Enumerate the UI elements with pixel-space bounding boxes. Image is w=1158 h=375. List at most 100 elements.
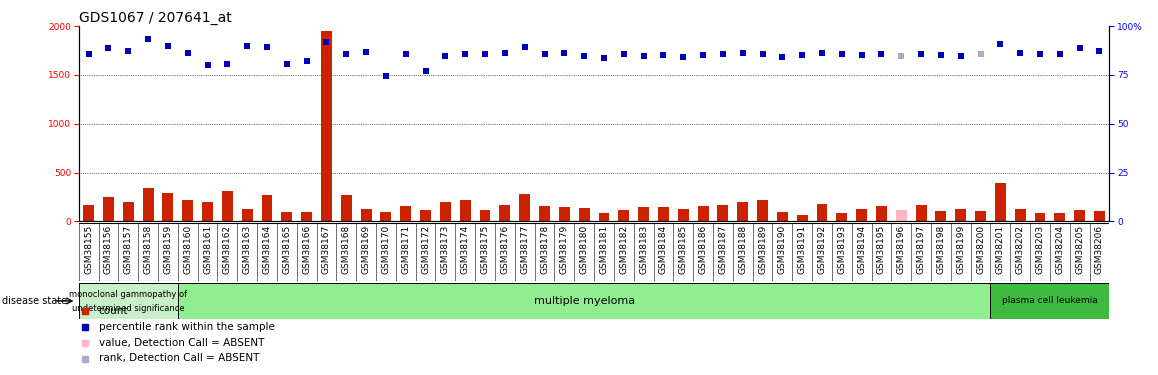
Text: GSM38167: GSM38167: [322, 225, 331, 274]
Text: GSM38185: GSM38185: [679, 225, 688, 274]
Text: percentile rank within the sample: percentile rank within the sample: [98, 322, 274, 332]
Bar: [955, 209, 966, 221]
Text: GSM38178: GSM38178: [540, 225, 549, 274]
Text: GSM38180: GSM38180: [580, 225, 588, 274]
Bar: [123, 202, 133, 221]
Text: GSM38173: GSM38173: [441, 225, 450, 274]
Text: GSM38199: GSM38199: [957, 225, 966, 274]
Bar: [420, 210, 431, 221]
Text: GSM38169: GSM38169: [361, 225, 371, 274]
Bar: [242, 209, 252, 221]
Bar: [79, 283, 178, 319]
Bar: [677, 209, 689, 221]
Bar: [479, 210, 491, 221]
Bar: [797, 215, 807, 221]
Text: GSM38197: GSM38197: [917, 225, 925, 274]
Bar: [281, 213, 292, 221]
Bar: [1075, 210, 1085, 221]
Text: GSM38177: GSM38177: [520, 225, 529, 274]
Text: GSM38166: GSM38166: [302, 225, 312, 274]
Bar: [916, 205, 926, 221]
Text: GSM38174: GSM38174: [461, 225, 470, 274]
Text: value, Detection Call = ABSENT: value, Detection Call = ABSENT: [98, 338, 264, 348]
Bar: [896, 210, 907, 221]
Text: GSM38193: GSM38193: [837, 225, 846, 274]
Text: GSM38175: GSM38175: [481, 225, 490, 274]
Text: GSM38192: GSM38192: [818, 225, 827, 274]
Text: multiple myeloma: multiple myeloma: [534, 296, 635, 306]
Bar: [401, 206, 411, 221]
Text: GSM38196: GSM38196: [896, 225, 906, 274]
Bar: [875, 206, 887, 221]
Text: GSM38155: GSM38155: [85, 225, 93, 274]
Text: rank, Detection Call = ABSENT: rank, Detection Call = ABSENT: [98, 354, 259, 363]
Bar: [697, 206, 709, 221]
Text: GSM38179: GSM38179: [559, 225, 569, 274]
Text: GSM38172: GSM38172: [422, 225, 430, 274]
Text: GSM38202: GSM38202: [1016, 225, 1025, 274]
Bar: [757, 200, 768, 221]
Text: GSM38176: GSM38176: [500, 225, 510, 274]
Bar: [1055, 213, 1065, 221]
Text: GSM38195: GSM38195: [877, 225, 886, 274]
Bar: [83, 205, 94, 221]
Bar: [321, 31, 332, 221]
Bar: [182, 200, 193, 221]
Bar: [499, 205, 511, 221]
Bar: [618, 210, 629, 221]
Bar: [816, 204, 828, 221]
Bar: [559, 207, 570, 221]
Text: GSM38168: GSM38168: [342, 225, 351, 274]
Text: GSM38171: GSM38171: [402, 225, 410, 274]
Text: GSM38184: GSM38184: [659, 225, 668, 274]
Text: GSM38191: GSM38191: [798, 225, 807, 274]
Bar: [440, 202, 450, 221]
Bar: [836, 213, 848, 221]
Text: GSM38205: GSM38205: [1075, 225, 1084, 274]
Text: GSM38161: GSM38161: [203, 225, 212, 274]
Text: GSM38159: GSM38159: [163, 225, 173, 274]
Bar: [718, 205, 728, 221]
Text: undetermined significance: undetermined significance: [72, 304, 184, 313]
Bar: [360, 209, 372, 221]
Bar: [936, 210, 946, 221]
Bar: [301, 211, 313, 221]
Text: GSM38206: GSM38206: [1095, 225, 1104, 274]
Bar: [540, 206, 550, 221]
Text: GSM38164: GSM38164: [263, 225, 271, 274]
Text: GSM38203: GSM38203: [1035, 225, 1045, 274]
Bar: [262, 195, 272, 221]
Bar: [738, 202, 748, 221]
Bar: [381, 211, 391, 221]
Text: GSM38200: GSM38200: [976, 225, 985, 274]
Text: GSM38162: GSM38162: [222, 225, 232, 274]
Text: GDS1067 / 207641_at: GDS1067 / 207641_at: [79, 11, 232, 25]
Text: GSM38183: GSM38183: [639, 225, 648, 274]
Text: GSM38160: GSM38160: [183, 225, 192, 274]
Text: GSM38188: GSM38188: [738, 225, 747, 274]
Bar: [599, 213, 609, 221]
Bar: [178, 283, 990, 319]
Bar: [203, 202, 213, 221]
Text: GSM38194: GSM38194: [857, 225, 866, 274]
Bar: [1014, 209, 1026, 221]
Text: GSM38156: GSM38156: [104, 225, 113, 274]
Text: GSM38198: GSM38198: [937, 225, 945, 274]
Text: GSM38165: GSM38165: [283, 225, 292, 274]
Text: GSM38186: GSM38186: [698, 225, 708, 274]
Text: GSM38170: GSM38170: [381, 225, 390, 274]
Text: GSM38187: GSM38187: [718, 225, 727, 274]
Bar: [162, 194, 174, 221]
Bar: [638, 207, 648, 221]
Text: plasma cell leukemia: plasma cell leukemia: [1002, 296, 1098, 305]
Bar: [519, 194, 530, 221]
Text: GSM38163: GSM38163: [243, 225, 251, 274]
Bar: [579, 208, 589, 221]
Text: GSM38181: GSM38181: [600, 225, 608, 274]
Text: GSM38157: GSM38157: [124, 225, 133, 274]
Text: GSM38158: GSM38158: [144, 225, 153, 274]
Bar: [995, 183, 1006, 221]
Bar: [340, 195, 352, 221]
Bar: [103, 197, 113, 221]
Text: GSM38201: GSM38201: [996, 225, 1005, 274]
